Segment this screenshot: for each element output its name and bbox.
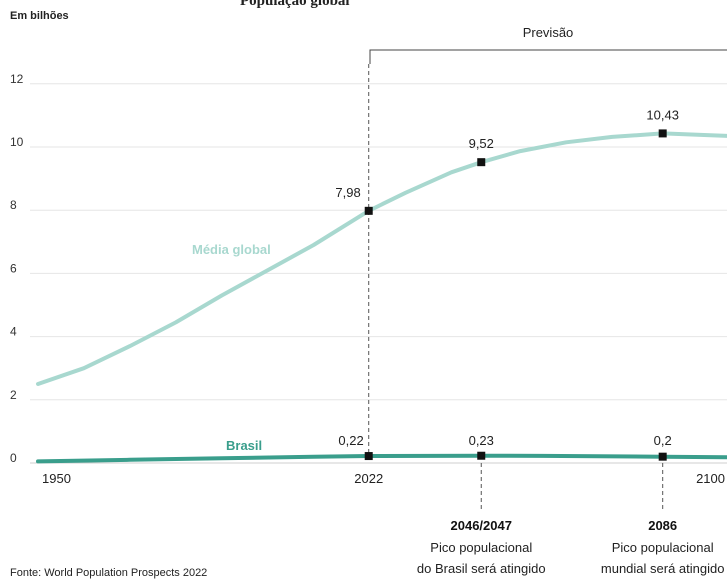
gridlines: [30, 83, 727, 464]
annotation-text: do Brasil será atingido: [417, 561, 546, 576]
y-tick-label: 12: [10, 72, 24, 86]
series-label-brasil: Brasil: [226, 438, 262, 453]
x-tick-label: 2022: [354, 471, 383, 486]
chart-title: População global: [240, 0, 350, 9]
y-tick-label: 8: [10, 198, 17, 212]
data-point-marker: [477, 451, 486, 460]
data-label: 0,23: [469, 433, 494, 448]
series-lines: [36, 131, 727, 464]
y-axis-ticks: 0 2 4 6 8 10 12: [10, 72, 24, 465]
data-point-marker: [364, 452, 373, 461]
forecast-bracket: Previsão: [369, 25, 727, 64]
reference-lines: [368, 64, 664, 512]
source-note: Fonte: World Population Prospects 2022: [10, 567, 207, 579]
series-line-global: [36, 131, 727, 386]
annotation-text: Pico populacional: [430, 540, 532, 555]
annotation-year: 2046/2047: [451, 518, 512, 533]
data-point-marker: [658, 129, 667, 138]
annotation-text: Pico populacional: [612, 540, 714, 555]
data-label: 9,52: [469, 136, 494, 151]
forecast-bracket-line: [369, 49, 727, 64]
data-point-marker: [658, 452, 667, 461]
y-tick-label: 6: [10, 261, 17, 275]
x-tick-label: 1950: [42, 471, 71, 486]
series-line-brasil: [36, 453, 727, 464]
forecast-label: Previsão: [523, 25, 574, 40]
annotation-year: 2086: [648, 518, 677, 533]
data-points: 7,98 9,52 10,43 0,22 0,23 0,2: [335, 107, 679, 461]
y-tick-label: 2: [10, 388, 17, 402]
unit-label: Em bilhões: [10, 10, 69, 22]
y-tick-label: 0: [10, 451, 17, 465]
data-label: 0,22: [338, 433, 363, 448]
x-axis-ticks: 1950 2022 2100: [42, 471, 725, 486]
data-point-marker: [477, 158, 486, 167]
annotation-text: mundial será atingido: [601, 561, 725, 576]
y-tick-label: 4: [10, 325, 17, 339]
series-label-global: Média global: [192, 242, 271, 257]
annotations: 2046/2047 Pico populacional do Brasil será…: [417, 518, 725, 576]
x-tick-label: 2100: [696, 471, 725, 486]
y-tick-label: 10: [10, 135, 24, 149]
data-label: 7,98: [335, 185, 360, 200]
data-label: 0,2: [654, 433, 672, 448]
data-point-marker: [364, 206, 373, 215]
data-label: 10,43: [646, 107, 679, 122]
